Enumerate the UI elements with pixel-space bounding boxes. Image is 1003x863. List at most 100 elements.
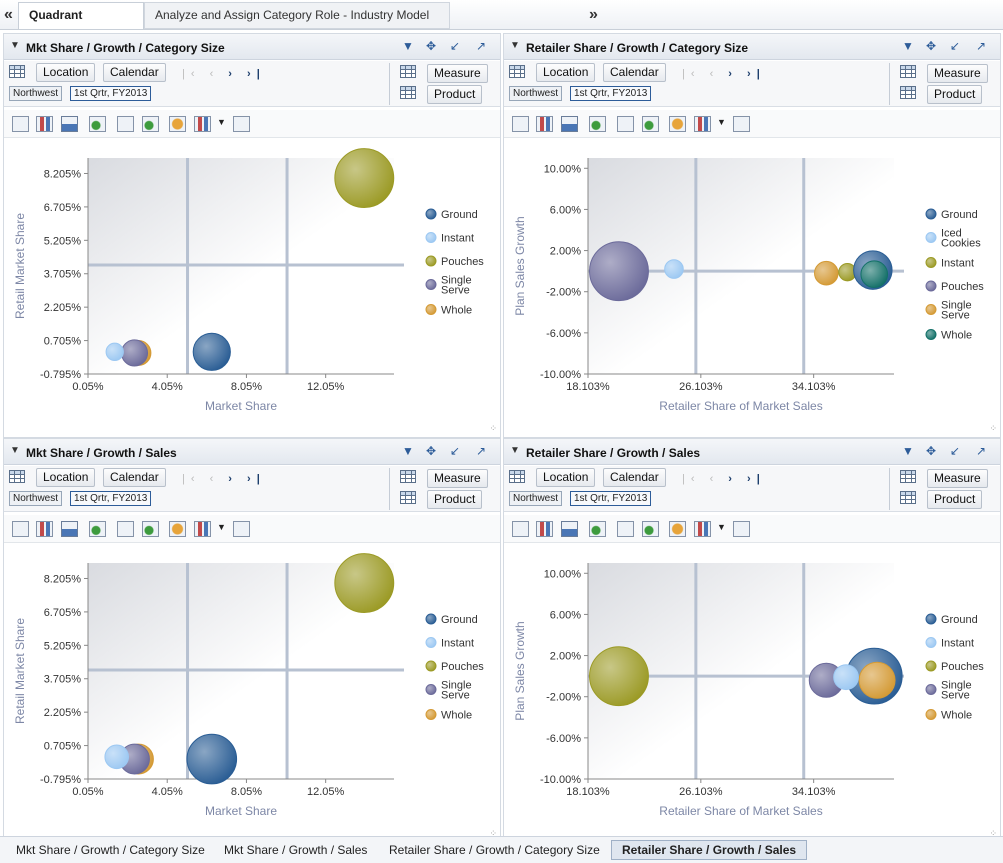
column-chart-icon[interactable] bbox=[561, 521, 578, 537]
calendar-chip[interactable]: 1st Qrtr, FY2013 bbox=[570, 491, 652, 506]
bottom-tab-mkt-share-sales[interactable]: Mkt Share / Growth / Sales bbox=[224, 843, 368, 857]
table-view-icon[interactable] bbox=[512, 116, 529, 132]
refresh-icon[interactable] bbox=[117, 521, 134, 537]
pie-chart-icon[interactable] bbox=[169, 116, 186, 132]
bar-chart-icon[interactable] bbox=[536, 116, 553, 132]
layout-icon[interactable] bbox=[9, 65, 25, 78]
tab-analyze-assign-category-role[interactable]: Analyze and Assign Category Role - Indus… bbox=[144, 2, 450, 47]
collapse-panel-icon[interactable]: ▼ bbox=[510, 445, 520, 456]
calendar-button[interactable]: Calendar bbox=[603, 63, 666, 82]
maximize-icon[interactable]: ↗ bbox=[976, 39, 987, 53]
chart-options-icon[interactable] bbox=[194, 521, 211, 537]
bottom-tab-mkt-share-category-size[interactable]: Mkt Share / Growth / Category Size bbox=[16, 843, 205, 857]
resize-handle-icon[interactable]: ⁘ bbox=[989, 423, 997, 433]
pager-controls[interactable]: |‹ ‹ › ›| bbox=[682, 473, 766, 485]
calendar-button[interactable]: Calendar bbox=[103, 63, 166, 82]
calendar-button[interactable]: Calendar bbox=[603, 468, 666, 487]
refresh-icon[interactable] bbox=[617, 116, 634, 132]
options-dropdown-icon[interactable]: ▼ bbox=[717, 117, 726, 127]
axis-settings-icon[interactable] bbox=[233, 116, 250, 132]
collapse-panel-icon[interactable]: ▼ bbox=[10, 40, 20, 51]
axis-settings-icon[interactable] bbox=[233, 521, 250, 537]
restore-icon[interactable]: ↙ bbox=[950, 444, 961, 458]
chart-options-icon[interactable] bbox=[694, 116, 711, 132]
scatter-chart-icon[interactable] bbox=[89, 521, 106, 537]
axis-settings-icon[interactable] bbox=[733, 116, 750, 132]
refresh-icon[interactable] bbox=[617, 521, 634, 537]
measure-button[interactable]: Measure bbox=[427, 469, 488, 488]
panel-menu-icon[interactable]: ▼ bbox=[402, 39, 414, 53]
layout-icon[interactable] bbox=[509, 65, 525, 78]
calendar-chip[interactable]: 1st Qrtr, FY2013 bbox=[570, 86, 652, 101]
measure-button[interactable]: Measure bbox=[927, 469, 988, 488]
export-icon[interactable] bbox=[642, 521, 659, 537]
resize-handle-icon[interactable]: ⁘ bbox=[989, 828, 997, 838]
layout-icon[interactable] bbox=[9, 470, 25, 483]
measure-button[interactable]: Measure bbox=[427, 64, 488, 83]
pager-controls[interactable]: |‹ ‹ › ›| bbox=[182, 473, 266, 485]
move-icon[interactable]: ✥ bbox=[426, 444, 437, 458]
move-icon[interactable]: ✥ bbox=[926, 444, 937, 458]
options-dropdown-icon[interactable]: ▼ bbox=[717, 522, 726, 532]
collapse-left-icon[interactable]: « bbox=[4, 6, 13, 23]
scatter-chart-icon[interactable] bbox=[89, 116, 106, 132]
chart-options-icon[interactable] bbox=[194, 116, 211, 132]
resize-handle-icon[interactable]: ⁘ bbox=[489, 828, 497, 838]
product-button[interactable]: Product bbox=[927, 490, 983, 509]
panel-menu-icon[interactable]: ▼ bbox=[402, 444, 414, 458]
panel-menu-icon[interactable]: ▼ bbox=[902, 39, 914, 53]
location-button[interactable]: Location bbox=[536, 63, 596, 82]
location-button[interactable]: Location bbox=[36, 468, 96, 487]
column-chart-icon[interactable] bbox=[61, 521, 78, 537]
product-button[interactable]: Product bbox=[927, 85, 983, 104]
calendar-chip[interactable]: 1st Qrtr, FY2013 bbox=[70, 86, 152, 101]
panel-menu-icon[interactable]: ▼ bbox=[902, 444, 914, 458]
column-chart-icon[interactable] bbox=[61, 116, 78, 132]
pager-controls[interactable]: |‹ ‹ › ›| bbox=[182, 68, 266, 80]
table-view-icon[interactable] bbox=[512, 521, 529, 537]
pie-chart-icon[interactable] bbox=[669, 521, 686, 537]
location-chip[interactable]: Northwest bbox=[509, 491, 563, 506]
bar-chart-icon[interactable] bbox=[536, 521, 553, 537]
location-chip[interactable]: Northwest bbox=[9, 491, 63, 506]
scatter-chart-icon[interactable] bbox=[589, 521, 606, 537]
pie-chart-icon[interactable] bbox=[169, 521, 186, 537]
chart-options-icon[interactable] bbox=[694, 521, 711, 537]
export-icon[interactable] bbox=[142, 521, 159, 537]
collapse-panel-icon[interactable]: ▼ bbox=[510, 40, 520, 51]
options-dropdown-icon[interactable]: ▼ bbox=[217, 117, 226, 127]
measure-button[interactable]: Measure bbox=[927, 64, 988, 83]
expand-right-icon[interactable]: » bbox=[589, 6, 598, 23]
table-view-icon[interactable] bbox=[12, 521, 29, 537]
export-icon[interactable] bbox=[142, 116, 159, 132]
resize-handle-icon[interactable]: ⁘ bbox=[489, 423, 497, 433]
maximize-icon[interactable]: ↗ bbox=[476, 444, 487, 458]
maximize-icon[interactable]: ↗ bbox=[976, 444, 987, 458]
bar-chart-icon[interactable] bbox=[36, 116, 53, 132]
location-chip[interactable]: Northwest bbox=[509, 86, 563, 101]
bottom-tab-retailer-share-sales[interactable]: Retailer Share / Growth / Sales bbox=[611, 840, 808, 860]
location-button[interactable]: Location bbox=[36, 63, 96, 82]
column-chart-icon[interactable] bbox=[561, 116, 578, 132]
maximize-icon[interactable]: ↗ bbox=[476, 39, 487, 53]
options-dropdown-icon[interactable]: ▼ bbox=[217, 522, 226, 532]
collapse-panel-icon[interactable]: ▼ bbox=[10, 445, 20, 456]
restore-icon[interactable]: ↙ bbox=[950, 39, 961, 53]
location-button[interactable]: Location bbox=[536, 468, 596, 487]
refresh-icon[interactable] bbox=[117, 116, 134, 132]
scatter-chart-icon[interactable] bbox=[589, 116, 606, 132]
calendar-button[interactable]: Calendar bbox=[103, 468, 166, 487]
export-icon[interactable] bbox=[642, 116, 659, 132]
bottom-tab-retailer-share-category-size[interactable]: Retailer Share / Growth / Category Size bbox=[389, 843, 600, 857]
layout-icon[interactable] bbox=[509, 470, 525, 483]
restore-icon[interactable]: ↙ bbox=[450, 444, 461, 458]
calendar-chip[interactable]: 1st Qrtr, FY2013 bbox=[70, 491, 152, 506]
pager-controls[interactable]: |‹ ‹ › ›| bbox=[682, 68, 766, 80]
product-button[interactable]: Product bbox=[427, 85, 483, 104]
tab-quadrant-analysis[interactable]: Quadrant Analysis bbox=[18, 2, 144, 47]
axis-settings-icon[interactable] bbox=[733, 521, 750, 537]
pie-chart-icon[interactable] bbox=[669, 116, 686, 132]
move-icon[interactable]: ✥ bbox=[426, 39, 437, 53]
location-chip[interactable]: Northwest bbox=[9, 86, 63, 101]
restore-icon[interactable]: ↙ bbox=[450, 39, 461, 53]
